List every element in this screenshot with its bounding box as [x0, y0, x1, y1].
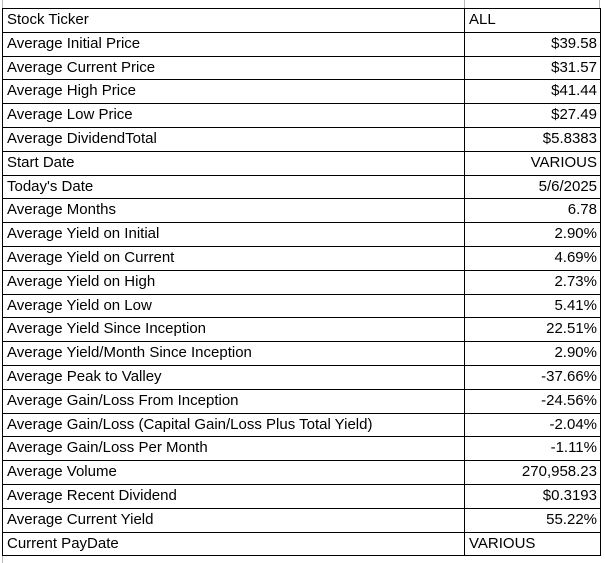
gridline-stub	[599, 0, 600, 8]
metric-value-cell[interactable]: -2.04%	[464, 412, 601, 438]
metric-value-cell[interactable]: 5.41%	[464, 293, 601, 319]
metric-label-cell[interactable]: Stock Ticker	[2, 8, 465, 33]
metric-label-cell[interactable]: Average Current Yield	[2, 507, 465, 533]
metric-label-cell[interactable]: Average Yield on Initial	[2, 222, 465, 247]
metric-label-cell[interactable]: Average Current Price	[2, 55, 465, 81]
metric-label-cell[interactable]: Average Gain/Loss (Capital Gain/Loss Plu…	[2, 412, 465, 438]
table-row: Start Date VARIOUS	[2, 150, 601, 176]
metric-value-cell[interactable]: 4.69%	[464, 245, 601, 271]
metric-value-cell[interactable]: $31.57	[464, 55, 601, 81]
metric-label-cell[interactable]: Average Volume	[2, 460, 465, 485]
metric-value-cell[interactable]: VARIOUS	[464, 531, 601, 557]
table-row: Average Peak to Valley -37.66%	[2, 364, 601, 390]
gridline-stub	[464, 0, 465, 8]
metric-value-cell[interactable]: 5/6/2025	[464, 174, 601, 200]
table-row: Average Yield on Current 4.69%	[2, 245, 601, 271]
table-row: Stock Ticker ALL	[2, 8, 601, 33]
table-row: Average Months 6.78	[2, 198, 601, 224]
metric-value-cell[interactable]: $27.49	[464, 103, 601, 128]
metric-label-cell[interactable]: Start Date	[2, 150, 465, 176]
metric-label-cell[interactable]: Average Yield on High	[2, 269, 465, 295]
metric-value-cell[interactable]: 22.51%	[464, 317, 601, 343]
metric-value-cell[interactable]: $41.44	[464, 79, 601, 105]
metric-label-cell[interactable]: Today's Date	[2, 174, 465, 200]
metric-label-cell[interactable]: Average Months	[2, 198, 465, 224]
metric-label-cell[interactable]: Average Recent Dividend	[2, 483, 465, 509]
table-row: Average Yield Since Inception 22.51%	[2, 317, 601, 343]
metric-label-cell[interactable]: Average Low Price	[2, 103, 465, 128]
gridline-stub	[2, 556, 3, 563]
table-row: Average Recent Dividend $0.3193	[2, 483, 601, 509]
table-row: Average DividendTotal $5.8383	[2, 126, 601, 152]
gridline-stub	[2, 0, 3, 8]
metric-value-cell[interactable]: -24.56%	[464, 388, 601, 414]
metric-label-cell[interactable]: Average Yield Since Inception	[2, 317, 465, 343]
metric-value-cell[interactable]: 6.78	[464, 198, 601, 224]
metric-label-cell[interactable]: Average High Price	[2, 79, 465, 105]
table-row: Average Volume 270,958.23	[2, 460, 601, 485]
summary-table: Stock Ticker ALL Average Initial Price $…	[2, 8, 601, 557]
metric-label-cell[interactable]: Average Yield/Month Since Inception	[2, 341, 465, 366]
metric-label-cell[interactable]: Average DividendTotal	[2, 126, 465, 152]
metric-label-cell[interactable]: Current PayDate	[2, 531, 465, 557]
table-row: Average Current Yield 55.22%	[2, 507, 601, 533]
metric-label-cell[interactable]: Average Initial Price	[2, 31, 465, 57]
metric-value-cell[interactable]: -37.66%	[464, 364, 601, 390]
metric-value-cell[interactable]: ALL	[464, 8, 601, 33]
table-row: Today's Date 5/6/2025	[2, 174, 601, 200]
metric-value-cell[interactable]: 55.22%	[464, 507, 601, 533]
metric-label-cell[interactable]: Average Peak to Valley	[2, 364, 465, 390]
table-row: Current PayDate VARIOUS	[2, 531, 601, 557]
metric-value-cell[interactable]: $0.3193	[464, 483, 601, 509]
metric-value-cell[interactable]: 2.90%	[464, 341, 601, 366]
table-row: Average Low Price $27.49	[2, 103, 601, 128]
metric-label-cell[interactable]: Average Yield on Low	[2, 293, 465, 319]
table-row: Average Gain/Loss Per Month -1.11%	[2, 436, 601, 462]
table-row: Average Initial Price $39.58	[2, 31, 601, 57]
metric-value-cell[interactable]: -1.11%	[464, 436, 601, 462]
table-row: Average Yield on High 2.73%	[2, 269, 601, 295]
table-row: Average Yield on Low 5.41%	[2, 293, 601, 319]
metric-label-cell[interactable]: Average Gain/Loss Per Month	[2, 436, 465, 462]
table-row: Average High Price $41.44	[2, 79, 601, 105]
metric-value-cell[interactable]: $5.8383	[464, 126, 601, 152]
table-row: Average Yield/Month Since Inception 2.90…	[2, 341, 601, 366]
metric-label-cell[interactable]: Average Gain/Loss From Inception	[2, 388, 465, 414]
table-row: Average Gain/Loss (Capital Gain/Loss Plu…	[2, 412, 601, 438]
metric-label-cell[interactable]: Average Yield on Current	[2, 245, 465, 271]
table-row: Average Current Price $31.57	[2, 55, 601, 81]
metric-value-cell[interactable]: 2.90%	[464, 222, 601, 247]
metric-value-cell[interactable]: VARIOUS	[464, 150, 601, 176]
metric-value-cell[interactable]: 270,958.23	[464, 460, 601, 485]
table-row: Average Yield on Initial 2.90%	[2, 222, 601, 247]
metric-value-cell[interactable]: 2.73%	[464, 269, 601, 295]
table-row: Average Gain/Loss From Inception -24.56%	[2, 388, 601, 414]
metric-value-cell[interactable]: $39.58	[464, 31, 601, 57]
